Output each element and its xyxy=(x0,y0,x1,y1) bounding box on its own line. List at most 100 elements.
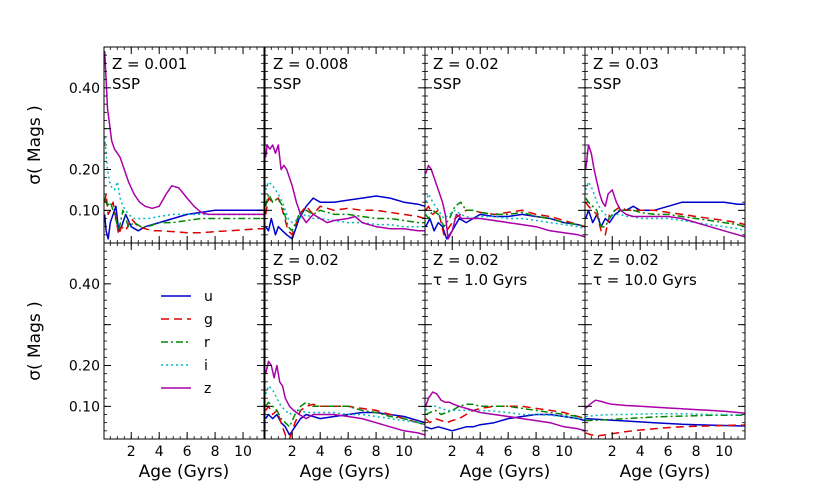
x-tick-label: 8 xyxy=(532,444,541,460)
series-line-r xyxy=(425,201,585,228)
series-line-z xyxy=(585,144,745,238)
x-tick-label: 8 xyxy=(372,444,381,460)
x-tick-label: 8 xyxy=(692,444,701,460)
panel-series-group xyxy=(585,399,745,437)
x-tick-label: 6 xyxy=(344,444,353,460)
x-tick-label: 4 xyxy=(476,444,485,460)
series-line-i xyxy=(265,181,425,228)
legend-label-i: i xyxy=(204,358,208,374)
series-line-i xyxy=(585,412,745,418)
x-tick-label: 6 xyxy=(183,444,192,460)
x-tick-label: 2 xyxy=(288,444,297,460)
panel-label-model: SSP xyxy=(273,75,301,93)
panel-series-group xyxy=(425,391,585,432)
series-line-r xyxy=(265,193,425,232)
x-tick-label: 2 xyxy=(608,444,617,460)
legend-label-g: g xyxy=(204,312,213,328)
x-tick-label: 10 xyxy=(234,444,252,460)
series-line-g xyxy=(104,193,264,236)
series-line-r xyxy=(585,414,745,422)
series-line-z xyxy=(104,51,264,216)
panel-label-metallicity: Z = 0.001 xyxy=(112,55,187,73)
series-line-g xyxy=(265,403,425,439)
series-line-z xyxy=(265,360,425,436)
y-axis-title: σ( Mags ) xyxy=(25,105,45,185)
y-tick-label: 0.20 xyxy=(69,163,100,179)
panel-label-model: SSP xyxy=(112,75,140,93)
legend-label-u: u xyxy=(204,289,213,305)
series-line-g xyxy=(585,424,745,437)
legend-label-z: z xyxy=(204,381,211,397)
panel-series-group xyxy=(585,144,745,238)
x-tick-label: 4 xyxy=(155,444,164,460)
x-tick-label: 8 xyxy=(211,444,220,460)
x-tick-label: 2 xyxy=(127,444,136,460)
series-line-i xyxy=(425,193,585,230)
series-line-g xyxy=(425,205,585,236)
x-tick-label: 10 xyxy=(715,444,733,460)
panel-label-metallicity: Z = 0.02 xyxy=(433,251,499,269)
panel-4: Z = 0.03 SSP xyxy=(584,46,746,244)
y-tick-label: 0.40 xyxy=(69,81,100,97)
panel-label-metallicity: Z = 0.02 xyxy=(593,251,659,269)
series-line-z xyxy=(425,164,585,240)
x-tick-label: 6 xyxy=(504,444,513,460)
x-tick-label: 4 xyxy=(636,444,645,460)
panel-series-group xyxy=(104,51,264,240)
panel-label-metallicity: Z = 0.02 xyxy=(433,55,499,73)
x-tick-label: 4 xyxy=(316,444,325,460)
series-line-r xyxy=(265,401,425,428)
x-axis-title: Age (Gyrs) xyxy=(139,462,230,482)
panel-label-metallicity: Z = 0.03 xyxy=(593,55,659,73)
legend-label-r: r xyxy=(204,335,210,351)
panel-frame xyxy=(103,242,265,440)
series-line-u xyxy=(265,195,425,240)
x-tick-label: 10 xyxy=(555,444,573,460)
panel-label-model: τ = 1.0 Gyrs xyxy=(433,271,527,289)
series-line-u xyxy=(104,205,264,240)
series-line-u xyxy=(585,417,745,427)
y-tick-label: 0.10 xyxy=(69,399,100,415)
series-line-z xyxy=(265,144,425,232)
series-line-z xyxy=(425,391,585,432)
y-axis-title: σ( Mags ) xyxy=(25,301,45,381)
panel-2: Z = 0.008 SSP xyxy=(264,46,426,244)
series-line-i xyxy=(265,385,425,426)
panel-label-model: SSP xyxy=(273,271,301,289)
y-tick-label: 0.40 xyxy=(69,277,100,293)
series-line-i xyxy=(425,405,585,421)
series-line-g xyxy=(425,405,585,424)
x-axis-title: Age (Gyrs) xyxy=(620,462,711,482)
y-tick-label: 0.20 xyxy=(69,359,100,375)
series-line-u xyxy=(425,413,585,432)
x-axis-title: Age (Gyrs) xyxy=(460,462,551,482)
y-tick-label: 0.10 xyxy=(69,203,100,219)
panel-series-group xyxy=(265,360,425,439)
panel-label-model: SSP xyxy=(433,75,461,93)
panel-label-metallicity: Z = 0.02 xyxy=(273,251,339,269)
panel-label-model: SSP xyxy=(593,75,621,93)
series-line-i xyxy=(585,181,745,232)
x-tick-label: 2 xyxy=(448,444,457,460)
series-line-r xyxy=(425,403,585,420)
panel-label-metallicity: Z = 0.008 xyxy=(273,55,348,73)
panel-series-group xyxy=(265,144,425,240)
series-line-g xyxy=(265,197,425,236)
x-tick-label: 10 xyxy=(395,444,413,460)
panel-1: 0.10 0.20 0.40 σ( Mags ) Z = 0.001 SSP xyxy=(25,46,265,244)
series-line-r xyxy=(585,197,745,228)
x-tick-label: 6 xyxy=(664,444,673,460)
series-line-z xyxy=(585,399,745,415)
x-axis-title: Age (Gyrs) xyxy=(300,462,391,482)
panel-3: Z = 0.02 SSP xyxy=(424,46,586,244)
panel-label-model: τ = 10.0 Gyrs xyxy=(593,271,697,289)
series-line-i xyxy=(104,136,264,220)
series-line-r xyxy=(104,197,264,232)
panel-series-group xyxy=(425,164,585,240)
